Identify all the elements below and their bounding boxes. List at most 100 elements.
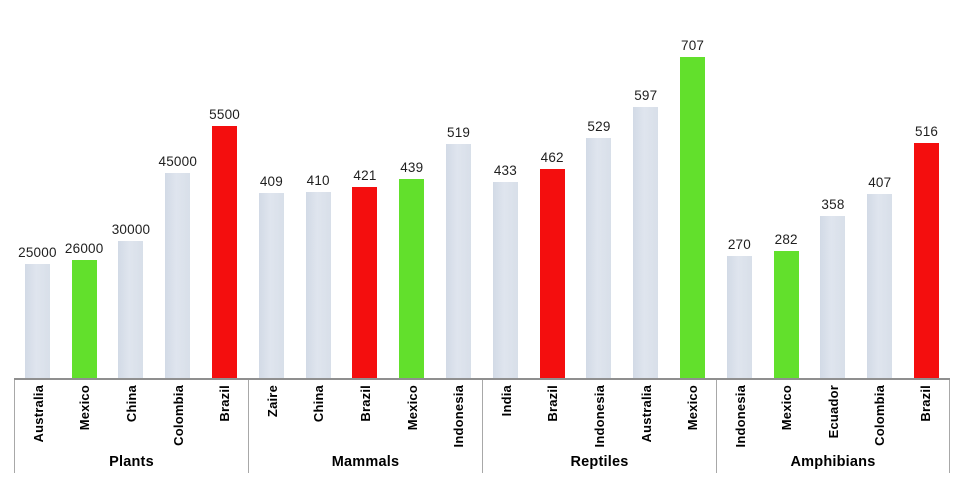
bar-plants-australia	[24, 264, 50, 378]
bar-slot-reptiles-australia: 597	[622, 0, 669, 378]
bar-slot-amphibians-brazil: 516	[903, 0, 950, 378]
category-label: Australia	[638, 385, 654, 443]
bar-reptiles-india	[492, 182, 518, 378]
axis-group-box-reptiles: India Brazil Indonesia Australia Mexico Repti…	[482, 380, 716, 473]
bar-value-label: 529	[587, 119, 611, 134]
bar-value-label: 433	[493, 163, 517, 178]
category-label: India	[498, 385, 514, 417]
category-label-cell: India	[483, 385, 530, 451]
category-label-cell: Brazil	[201, 385, 248, 451]
bar-value-label: 270	[727, 237, 751, 252]
bar-reptiles-brazil	[539, 169, 565, 378]
bar-reptiles-australia	[633, 107, 659, 378]
category-label: Mexico	[404, 385, 420, 431]
category-label: Mexico	[685, 385, 701, 431]
category-label-cell: Australia	[15, 385, 62, 451]
plot-area: 25000 26000 30000 45000 5500 409 410 421 439 519 4…	[14, 0, 950, 378]
bar-mammals-mexico	[399, 179, 425, 378]
axis-group-box-mammals: Zaire China Brazil Mexico Indonesia Mammals	[248, 380, 482, 473]
category-label: Brazil	[357, 385, 373, 422]
bar-slot-plants-brazil: 5500	[201, 0, 248, 378]
bar-slot-plants-china: 30000	[108, 0, 155, 378]
category-label-cell: Indonesia	[576, 385, 623, 451]
bar-plants-mexico	[71, 260, 97, 378]
bar-group-plants: 25000 26000 30000 45000 5500	[14, 0, 248, 378]
bar-value-label: 45000	[158, 154, 198, 169]
category-axis: Australia Mexico China Colombia Brazil Plants…	[14, 378, 950, 473]
bar-reptiles-mexico	[680, 57, 706, 378]
axis-group-box-amphibians: Indonesia Mexico Ecuador Colombia Brazil Amph…	[716, 380, 950, 473]
bar-slot-amphibians-mexico: 282	[763, 0, 810, 378]
category-label-cell: Colombia	[155, 385, 202, 451]
bar-mammals-indonesia	[446, 144, 472, 378]
bar-slot-mammals-indonesia: 519	[435, 0, 482, 378]
category-label-cell: Mexico	[62, 385, 109, 451]
bar-slot-plants-colombia: 45000	[154, 0, 201, 378]
bar-slot-reptiles-indonesia: 529	[576, 0, 623, 378]
group-label-amphibians: Amphibians	[790, 454, 876, 470]
bar-amphibians-mexico	[773, 251, 799, 378]
bar-value-label: 421	[353, 168, 377, 183]
category-label: Brazil	[545, 385, 561, 422]
category-label: Brazil	[217, 385, 233, 422]
axis-group-box-plants: Australia Mexico China Colombia Brazil Plants	[14, 380, 248, 473]
group-label-reptiles: Reptiles	[570, 454, 629, 470]
bar-value-label: 26000	[64, 241, 104, 256]
bar-amphibians-indonesia	[726, 256, 752, 378]
category-label-cell: Brazil	[342, 385, 389, 451]
bar-mammals-china	[305, 192, 331, 378]
bar-value-label: 5500	[209, 107, 240, 122]
category-label: China	[311, 385, 327, 423]
category-label-cell: Mexico	[389, 385, 436, 451]
bar-plants-colombia	[165, 173, 191, 378]
category-row-reptiles: India Brazil Indonesia Australia Mexico	[483, 380, 716, 451]
category-label: Indonesia	[591, 385, 607, 448]
bar-slot-mammals-brazil: 421	[342, 0, 389, 378]
category-label: Ecuador	[825, 385, 841, 439]
bar-mammals-brazil	[352, 187, 378, 378]
bar-slot-amphibians-colombia: 407	[856, 0, 903, 378]
bar-slot-amphibians-ecuador: 358	[810, 0, 857, 378]
category-row-mammals: Zaire China Brazil Mexico Indonesia	[249, 380, 482, 451]
bar-slot-amphibians-indonesia: 270	[716, 0, 763, 378]
category-label: Mexico	[779, 385, 795, 431]
category-label-cell: Brazil	[903, 385, 949, 451]
bar-group-reptiles: 433 462 529 597 707	[482, 0, 716, 378]
bar-value-label: 439	[400, 160, 424, 175]
bar-group-amphibians: 270 282 358 407 516	[716, 0, 950, 378]
bar-value-label: 597	[634, 88, 658, 103]
category-label-cell: Mexico	[763, 385, 809, 451]
bar-slot-plants-australia: 25000	[14, 0, 61, 378]
bar-value-label: 407	[868, 175, 892, 190]
bar-value-label: 358	[821, 197, 845, 212]
category-label-cell: Zaire	[249, 385, 296, 451]
bar-value-label: 516	[915, 124, 939, 139]
bar-slot-mammals-mexico: 439	[388, 0, 435, 378]
bar-slot-reptiles-india: 433	[482, 0, 529, 378]
bar-value-label: 462	[540, 150, 564, 165]
category-label-cell: Mexico	[669, 385, 716, 451]
category-label: Colombia	[871, 385, 887, 446]
bar-value-label: 519	[447, 125, 471, 140]
category-label-cell: Indonesia	[435, 385, 482, 451]
bar-slot-reptiles-brazil: 462	[529, 0, 576, 378]
category-label: Mexico	[77, 385, 93, 431]
category-label: Brazil	[918, 385, 934, 422]
bar-plants-brazil	[212, 126, 238, 378]
category-label-cell: Ecuador	[810, 385, 856, 451]
bar-value-label: 409	[259, 174, 283, 189]
category-label: Indonesia	[451, 385, 467, 448]
bar-value-label: 707	[681, 38, 705, 53]
bar-reptiles-indonesia	[586, 138, 612, 378]
category-label: Indonesia	[732, 385, 748, 448]
category-label-cell: Australia	[623, 385, 670, 451]
category-row-plants: Australia Mexico China Colombia Brazil	[15, 380, 248, 451]
bar-value-label: 410	[306, 173, 330, 188]
group-label-mammals: Mammals	[331, 454, 400, 470]
category-label: Australia	[30, 385, 46, 443]
category-label: Zaire	[264, 385, 280, 418]
bar-amphibians-ecuador	[820, 216, 846, 378]
bar-slot-plants-mexico: 26000	[61, 0, 108, 378]
bar-amphibians-brazil	[914, 143, 940, 378]
